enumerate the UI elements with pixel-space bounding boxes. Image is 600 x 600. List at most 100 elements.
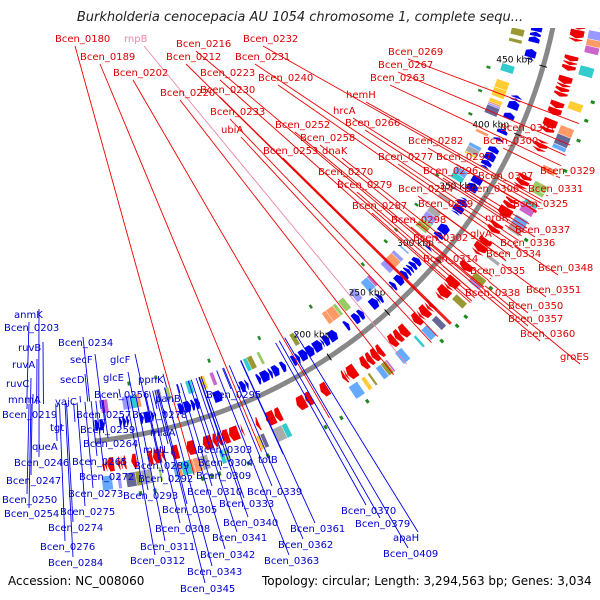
gene-label: Bcen_0351 (526, 285, 581, 296)
gene-label: Bcen_0292 (138, 474, 193, 485)
rna-mark (138, 491, 143, 496)
leader-line (223, 367, 273, 487)
gene-label: Bcen_0279 (337, 180, 392, 191)
cog-block (413, 335, 425, 348)
gene-label: tgt (50, 423, 64, 434)
leader-line (59, 403, 66, 542)
leader-line (371, 212, 473, 302)
gene-arrow (473, 240, 489, 254)
rna-mark (488, 285, 494, 291)
gene-label: Bcen_0269 (388, 47, 443, 58)
leader-line (514, 245, 521, 251)
gene-label: Bcen_0341 (212, 533, 267, 544)
cog-block (242, 357, 252, 372)
gene-arrow (496, 128, 508, 136)
rna-mark (323, 424, 328, 430)
gene-arrow (221, 428, 232, 444)
cog-block (489, 97, 503, 106)
gene-arrow (431, 235, 441, 243)
gene-label: Bcen_0189 (80, 52, 135, 63)
cog-block (385, 252, 401, 268)
gene-label: hemH (346, 90, 376, 101)
gene-label: Bcen_0301 (500, 123, 555, 134)
gene-arrow (326, 329, 339, 343)
gene-arrow (436, 223, 450, 236)
gene-arrow (258, 369, 270, 383)
gene-label: Bcen_0334 (486, 249, 541, 260)
cog-block (272, 425, 288, 443)
rna-mark (257, 335, 262, 341)
gene-label: Bcen_0340 (223, 518, 278, 529)
gene-arrow (572, 21, 586, 25)
rna-mark (360, 262, 366, 267)
leader-line (28, 403, 32, 509)
rna-mark (590, 100, 596, 105)
leader-line (179, 99, 394, 375)
gene-arrow (416, 310, 427, 321)
cog-block (349, 288, 363, 303)
gene-label: Bcen_0219 (2, 410, 57, 421)
gene-arrow (289, 355, 298, 367)
gene-label: Bcen_0309 (196, 471, 251, 482)
leader-line (254, 63, 519, 241)
gene-arrow (433, 231, 444, 241)
gene-arrow (342, 320, 351, 331)
tick-label: 300 kbp (397, 239, 434, 249)
leader-line (190, 379, 222, 471)
leader-line (442, 265, 478, 296)
gene-label: Bcen_0233 (210, 107, 265, 118)
leader-line (397, 71, 571, 146)
gene-label: Bcen_0345 (180, 584, 235, 595)
cog-block (121, 395, 132, 410)
cog-block (361, 376, 373, 391)
cog-block (494, 78, 510, 91)
gene-label: miaA (150, 428, 176, 439)
leader-line (337, 178, 476, 299)
gene-label: Bcen_0256 (94, 390, 149, 401)
gene-arrow (445, 274, 461, 289)
gene-arrow (243, 379, 249, 390)
gene-arrow (574, 7, 589, 15)
rna-mark (339, 415, 344, 421)
gene-arrow (490, 219, 504, 230)
gene-arrow (459, 259, 474, 273)
cog-block (578, 65, 595, 79)
cog-block (523, 198, 539, 210)
gene-arrow (212, 433, 219, 448)
cog-block (366, 274, 378, 287)
cog-block (464, 150, 477, 159)
leader-line (432, 244, 485, 288)
leader-line (545, 194, 549, 197)
gene-label: Bcen_0360 (520, 329, 575, 340)
gene-arrow (553, 90, 568, 97)
gene-label: Bcen_0370 (341, 506, 396, 517)
gene-arrow (532, 20, 543, 25)
cog-block (246, 355, 257, 370)
cog-block (391, 250, 404, 262)
rna-mark (308, 304, 313, 309)
gene-arrow (471, 247, 484, 256)
cog-block (437, 192, 451, 204)
gene-arrow (418, 304, 433, 319)
cog-block (486, 254, 501, 266)
cog-block (468, 142, 482, 152)
leader-line (319, 144, 490, 282)
leader-line (84, 373, 89, 402)
gene-label: dnaK (322, 146, 348, 157)
gene-arrow (345, 363, 360, 380)
gene-arrow (150, 410, 155, 422)
cog-block (367, 372, 378, 386)
gene-label: Bcen_0362 (278, 540, 333, 551)
cog-block (500, 63, 515, 74)
leader-line (135, 394, 166, 542)
gene-arrow (392, 328, 405, 343)
leader-line (101, 399, 106, 425)
rna-mark (477, 88, 483, 93)
gene-arrow (575, 28, 586, 30)
gene-label: Bcen_0305 (162, 505, 217, 516)
gene-arrow (240, 423, 246, 437)
cog-block (375, 364, 389, 380)
leader-line (278, 340, 381, 519)
cog-block (510, 28, 525, 37)
gene-label: Bcen_0272 (79, 472, 134, 483)
